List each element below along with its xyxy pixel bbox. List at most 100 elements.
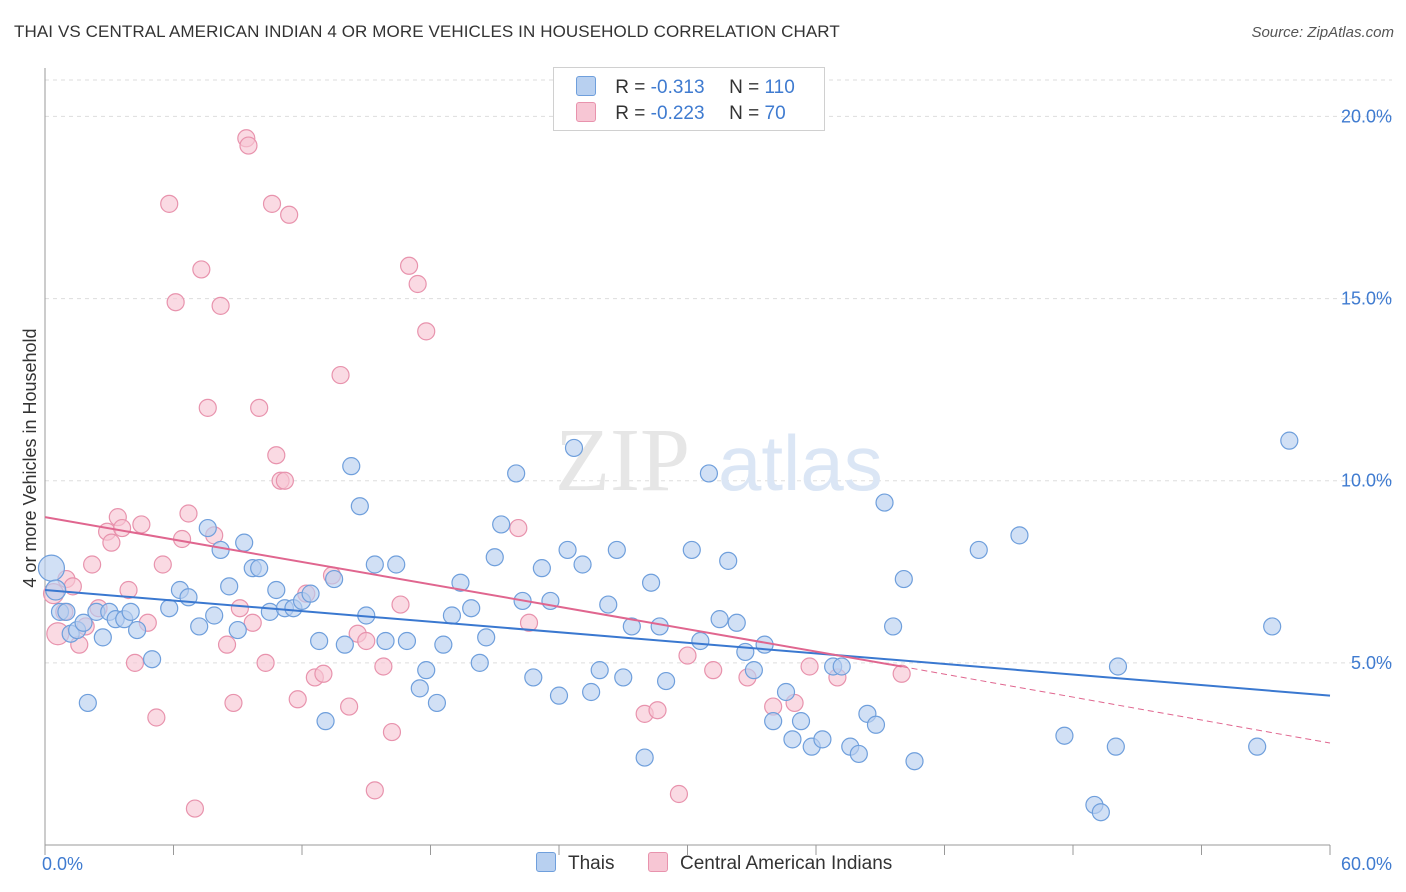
point-thais bbox=[558, 540, 577, 560]
point-central-american-indians bbox=[147, 708, 166, 727]
point-central-american-indians bbox=[280, 205, 299, 224]
point-central-american-indians bbox=[340, 697, 359, 716]
point-central-american-indians bbox=[314, 664, 333, 683]
point-central-american-indians bbox=[519, 613, 539, 632]
point-thais bbox=[387, 555, 406, 574]
point-central-american-indians bbox=[179, 504, 198, 523]
point-thais bbox=[427, 693, 447, 713]
point-central-american-indians bbox=[399, 256, 419, 275]
point-thais bbox=[228, 620, 247, 640]
y-axis-label: 4 or more Vehicles in Household bbox=[20, 328, 40, 587]
legend-row-central-american-indians: R = -0.223 N = 70 bbox=[576, 102, 786, 126]
x-tick-label: 60.0% bbox=[1341, 854, 1392, 874]
point-central-american-indians bbox=[153, 555, 172, 574]
point-central-american-indians bbox=[267, 446, 286, 465]
point-thais bbox=[78, 693, 97, 713]
point-thais bbox=[710, 610, 729, 629]
point-thais bbox=[235, 533, 254, 552]
point-central-american-indians bbox=[125, 653, 145, 672]
point-central-american-indians bbox=[374, 657, 393, 676]
point-central-american-indians bbox=[892, 664, 911, 683]
legend-r-value: -0.223 bbox=[650, 103, 705, 124]
point-thais bbox=[727, 613, 746, 632]
point-thais bbox=[335, 635, 354, 654]
legend-swatch-central-american-indians bbox=[576, 102, 596, 122]
legend-r-label: R = bbox=[615, 103, 646, 124]
point-thais bbox=[477, 628, 496, 647]
point-thais bbox=[1280, 431, 1299, 450]
point-thais bbox=[849, 744, 868, 764]
point-central-american-indians bbox=[800, 657, 819, 676]
point-thais bbox=[969, 540, 988, 560]
bottom-legend-label-thais: Thais bbox=[568, 853, 615, 874]
grid-lines bbox=[45, 79, 1392, 664]
point-central-american-indians bbox=[83, 555, 102, 574]
point-thais bbox=[764, 712, 783, 731]
point-central-american-indians bbox=[250, 398, 269, 417]
point-thais bbox=[776, 682, 796, 702]
point-thais bbox=[744, 661, 763, 680]
point-thais bbox=[250, 559, 269, 578]
point-thais bbox=[650, 617, 669, 636]
point-thais bbox=[699, 464, 719, 483]
y-tick-label: 10.0% bbox=[1341, 471, 1392, 491]
point-thais bbox=[682, 540, 701, 560]
point-thais bbox=[121, 602, 140, 621]
trend-line-thais bbox=[44, 589, 1331, 697]
point-thais bbox=[1263, 617, 1282, 636]
point-thais bbox=[127, 620, 147, 640]
point-central-american-indians bbox=[132, 515, 151, 534]
bottom-legend-swatch-thais bbox=[536, 852, 556, 872]
point-thais bbox=[813, 730, 832, 749]
point-thais bbox=[37, 554, 66, 582]
chart-title: THAI VS CENTRAL AMERICAN INDIAN 4 OR MOR… bbox=[14, 22, 840, 41]
watermark-zip: ZIP bbox=[555, 411, 690, 510]
point-central-american-indians bbox=[704, 661, 723, 680]
source-label: Source: ZipAtlas.com bbox=[1251, 24, 1394, 41]
point-central-american-indians bbox=[262, 194, 282, 213]
bottom-legend-central-american-indians: Central American Indians bbox=[648, 852, 892, 875]
point-central-american-indians bbox=[288, 690, 307, 709]
point-thais bbox=[641, 573, 661, 592]
legend-n-value: 110 bbox=[764, 77, 795, 98]
point-thais bbox=[736, 642, 755, 662]
point-thais bbox=[582, 682, 601, 702]
point-thais bbox=[691, 631, 710, 651]
point-thais bbox=[397, 631, 417, 651]
legend-r-label: R = bbox=[615, 77, 646, 98]
point-thais bbox=[875, 493, 894, 512]
trend-line-central-american-indians-extension bbox=[901, 666, 1331, 744]
point-thais bbox=[93, 628, 112, 647]
point-thais bbox=[894, 569, 913, 589]
axes bbox=[44, 68, 1331, 855]
point-thais bbox=[190, 617, 209, 636]
point-thais bbox=[142, 650, 162, 669]
point-thais bbox=[573, 555, 592, 574]
point-thais bbox=[905, 752, 924, 771]
watermark-atlas: atlas bbox=[718, 419, 883, 507]
tick-labels: 5.0% 10.0% 15.0% 20.0% 0.0% 60.0% bbox=[42, 106, 1392, 874]
point-thais bbox=[614, 668, 633, 687]
point-central-american-indians bbox=[185, 799, 205, 818]
point-thais bbox=[1106, 737, 1125, 756]
point-thais bbox=[1248, 737, 1267, 756]
y-tick-label: 15.0% bbox=[1341, 289, 1392, 309]
point-central-american-indians bbox=[365, 781, 384, 800]
point-thais bbox=[442, 606, 462, 625]
point-thais bbox=[607, 540, 626, 560]
point-thais bbox=[549, 686, 569, 705]
point-thais bbox=[462, 599, 481, 618]
point-thais bbox=[1108, 657, 1128, 676]
point-central-american-indians bbox=[408, 274, 427, 294]
point-central-american-indians bbox=[678, 646, 697, 665]
point-thais bbox=[260, 602, 279, 621]
trend-line-central-american-indians bbox=[44, 516, 902, 668]
point-thais bbox=[160, 599, 179, 618]
point-thais bbox=[524, 668, 543, 687]
point-central-american-indians bbox=[256, 653, 275, 672]
point-thais bbox=[310, 631, 329, 651]
point-central-american-indians bbox=[417, 322, 436, 341]
point-thais bbox=[656, 671, 676, 691]
point-thais bbox=[205, 606, 224, 625]
y-tick-label: 20.0% bbox=[1341, 106, 1392, 126]
